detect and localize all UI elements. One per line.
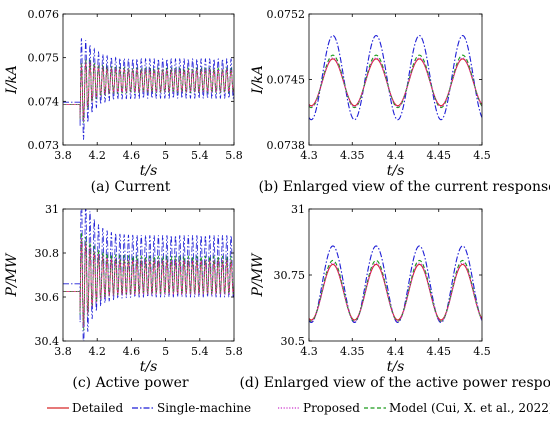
legend-entry: Detailed bbox=[72, 401, 123, 415]
x-axis-label: t/s bbox=[140, 359, 158, 375]
series-line-proposed bbox=[309, 57, 482, 108]
y-tick-label: 30.4 bbox=[35, 335, 60, 348]
x-tick-label: 4.2 bbox=[88, 149, 106, 162]
y-tick-label: 0.073 bbox=[28, 139, 60, 152]
legend-entry: Model (Cui, X. et al., 2022) bbox=[389, 401, 550, 415]
x-tick-label: 4.6 bbox=[123, 345, 141, 358]
legend: Detailed Single-machine Proposed Model (Cui… bbox=[47, 401, 550, 415]
x-tick-label: 5.4 bbox=[191, 345, 209, 358]
legend-entry: Proposed bbox=[303, 401, 360, 415]
x-axis-label: t/s bbox=[387, 359, 405, 375]
x-tick-label: 4.5 bbox=[473, 345, 491, 358]
x-tick-label: 3.8 bbox=[54, 149, 72, 162]
chart-panel-2: 4.3 4.35 4.4 4.45 4.5 0.0738 0.0745 0.0752 t/s I/… bbox=[250, 8, 550, 195]
series-line-proposed bbox=[63, 237, 234, 328]
y-tick-label: 30.5 bbox=[281, 335, 306, 348]
x-axis-label: t/s bbox=[387, 163, 405, 179]
series-line-single-machine bbox=[309, 34, 482, 121]
chart-panel-3: 3.8 4.2 4.6 5 5.4 5.8 30.4 30.6 30.8 31 t/s P/MW (c)… bbox=[4, 203, 243, 391]
y-axis-label: I/kA bbox=[4, 65, 20, 95]
chart-panel-1: 3.8 4.2 4.6 5 5.4 5.8 0.073 0.074 0.075 0.076 t/s I… bbox=[4, 8, 243, 195]
x-tick-label: 4.45 bbox=[427, 345, 452, 358]
y-tick-label: 0.076 bbox=[28, 8, 60, 21]
legend-entry: Single-machine bbox=[157, 401, 251, 415]
x-tick-label: 5.4 bbox=[191, 149, 209, 162]
y-tick-label: 30.8 bbox=[35, 247, 60, 260]
y-tick-label: 0.075 bbox=[28, 52, 60, 65]
plot-area bbox=[309, 14, 482, 145]
x-tick-label: 4.4 bbox=[387, 345, 405, 358]
x-tick-label: 5.8 bbox=[225, 345, 243, 358]
y-axis-label: P/MW bbox=[4, 252, 20, 297]
x-tick-label: 3.8 bbox=[54, 345, 72, 358]
series-line-model-cui-x-et-al-2022 bbox=[309, 259, 482, 322]
x-tick-label: 4.6 bbox=[123, 149, 141, 162]
y-tick-label: 31 bbox=[45, 203, 59, 216]
y-axis-label: I/kA bbox=[250, 65, 266, 95]
panel-caption: (a) Current bbox=[91, 179, 171, 195]
x-tick-label: 4.4 bbox=[387, 149, 405, 162]
panel-caption: (b) Enlarged view of the current respons… bbox=[259, 179, 550, 195]
x-tick-label: 5 bbox=[162, 345, 169, 358]
axes-frame bbox=[62, 208, 235, 342]
x-tick-label: 5 bbox=[162, 149, 169, 162]
y-tick-label: 30.6 bbox=[35, 291, 60, 304]
y-tick-label: 0.074 bbox=[28, 95, 60, 108]
x-tick-label: 4.35 bbox=[340, 149, 365, 162]
chart-panel-4: 4.3 4.35 4.4 4.45 4.5 30.5 30.75 31 t/s P/MW (d) E… bbox=[239, 203, 550, 391]
x-tick-label: 4.5 bbox=[473, 149, 491, 162]
series-line-model-cui-x-et-al-2022 bbox=[63, 57, 234, 123]
panel-caption: (d) Enlarged view of the active power re… bbox=[239, 375, 550, 391]
x-tick-label: 4.35 bbox=[340, 345, 365, 358]
y-tick-label: 0.0745 bbox=[267, 74, 306, 87]
panel-caption: (c) Active power bbox=[72, 375, 189, 391]
x-axis-label: t/s bbox=[140, 163, 158, 179]
x-tick-label: 5.8 bbox=[225, 149, 243, 162]
y-tick-label: 30.75 bbox=[274, 269, 306, 282]
axes-frame bbox=[62, 13, 235, 146]
y-axis-label: P/MW bbox=[250, 252, 266, 297]
x-tick-label: 4.45 bbox=[427, 149, 452, 162]
x-tick-label: 4.3 bbox=[300, 149, 318, 162]
x-tick-label: 4.3 bbox=[300, 345, 318, 358]
y-tick-label: 0.0738 bbox=[267, 139, 306, 152]
y-tick-label: 0.0752 bbox=[267, 8, 306, 21]
series-line-model-cui-x-et-al-2022 bbox=[63, 232, 234, 331]
series-line-single-machine bbox=[309, 245, 482, 324]
x-tick-label: 4.2 bbox=[88, 345, 106, 358]
y-tick-label: 31 bbox=[291, 203, 305, 216]
